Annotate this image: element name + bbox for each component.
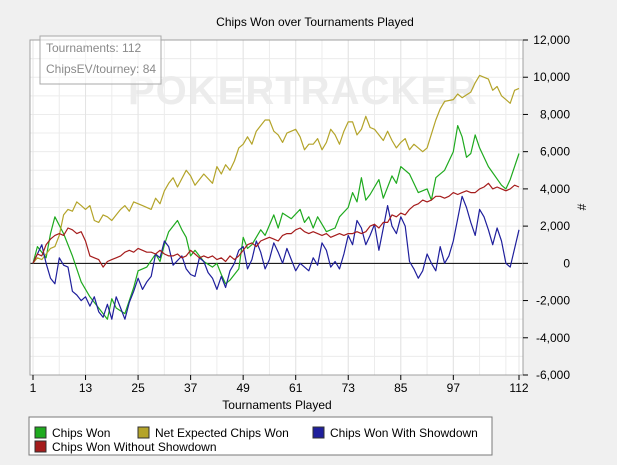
series-line-1 — [32, 74, 520, 264]
x-tick-label: 1 — [30, 381, 37, 395]
y-tick-label: 6,000 — [540, 145, 570, 159]
y-tick-label: 10,000 — [533, 70, 570, 84]
info-box: Tournaments: 112 ChipsEV/tourney: 84 — [39, 35, 162, 85]
x-tick-label: 97 — [447, 381, 461, 395]
y-tick-label: -6,000 — [536, 368, 570, 382]
y-tick-label: 12,000 — [533, 33, 570, 47]
chart-title: Chips Won over Tournaments Played — [216, 15, 414, 29]
watermark: POKERTRACKER — [128, 69, 478, 113]
series-line-2 — [32, 195, 520, 320]
plot-border — [29, 39, 524, 376]
x-tick-label: 25 — [131, 381, 145, 395]
y-tick-label: -4,000 — [536, 331, 570, 345]
info-box-frame — [39, 35, 162, 85]
grid-lines — [30, 39, 523, 376]
legend-label: Net Expected Chips Won — [155, 426, 289, 440]
info-chips-ev: ChipsEV/tourney: 84 — [46, 62, 156, 76]
legend-swatch — [137, 426, 150, 439]
y-tick-label: 2,000 — [540, 219, 570, 233]
info-tournaments: Tournaments: 112 — [46, 41, 141, 55]
x-axis: 1 13 25 37 49 61 73 85 97 112 — [30, 375, 529, 395]
legend-frame — [28, 416, 493, 456]
y-tick-label: 0 — [563, 256, 570, 270]
x-tick-label: 85 — [394, 381, 408, 395]
series-line-0 — [32, 125, 520, 320]
legend-swatch — [312, 426, 325, 439]
series-line-3 — [32, 182, 520, 268]
series-group — [32, 74, 520, 320]
y-axis: 12,000 10,000 8,000 6,000 4,000 2,000 0 -2,000 -… — [523, 33, 570, 382]
legend-label: Chips Won With Showdown — [330, 426, 478, 440]
x-tick-label: 73 — [342, 381, 356, 395]
x-tick-label: 112 — [509, 381, 528, 395]
x-tick-label: 49 — [236, 381, 250, 395]
x-tick-label: 61 — [289, 381, 303, 395]
y-tick-label: 8,000 — [540, 107, 570, 121]
legend-swatch — [34, 440, 47, 453]
legend-swatch — [34, 426, 47, 439]
y-axis-label: # — [575, 203, 589, 210]
y-tick-label: -2,000 — [536, 294, 570, 308]
x-tick-label: 13 — [79, 381, 93, 395]
y-tick-label: 4,000 — [540, 182, 570, 196]
legend: Chips Won Net Expected Chips Won Chips Won… — [28, 416, 493, 456]
legend-label: Chips Won Without Showdown — [52, 440, 217, 454]
legend-label: Chips Won — [52, 426, 110, 440]
x-tick-label: 37 — [184, 381, 198, 395]
x-axis-label: Tournaments Played — [222, 398, 331, 412]
